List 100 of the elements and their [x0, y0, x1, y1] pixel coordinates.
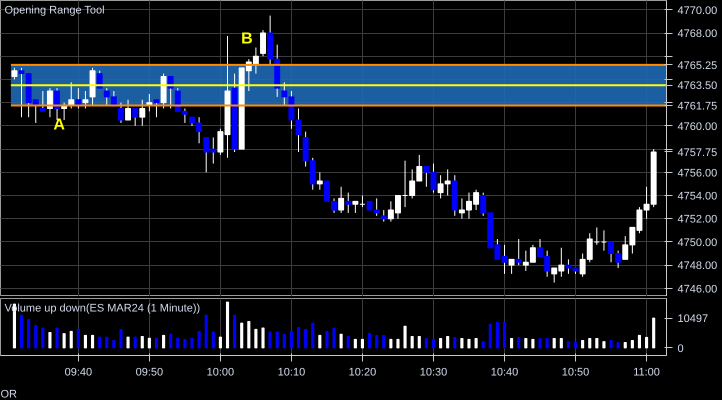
x-tick-label: 11:00	[633, 366, 660, 378]
bar	[183, 338, 186, 348]
y-tick-label: 4756.00	[678, 167, 718, 180]
bar	[602, 341, 606, 348]
x-tick-label: 10:20	[348, 366, 376, 378]
bar	[212, 331, 215, 348]
bar	[98, 336, 102, 348]
bar	[375, 334, 378, 348]
bar	[276, 331, 279, 348]
bar	[389, 338, 392, 348]
ref-line-label: 4765.25	[678, 60, 718, 72]
bar	[119, 328, 123, 348]
candlestick	[316, 172, 323, 190]
candlestick	[11, 67, 18, 80]
x-tick-label: 10:50	[562, 366, 590, 378]
bar	[296, 326, 300, 348]
bar	[332, 327, 336, 348]
annotation: B	[241, 30, 253, 48]
bar	[240, 322, 244, 348]
bar	[581, 340, 584, 348]
bar	[318, 334, 322, 348]
y-tick-label: 4752.00	[678, 214, 718, 226]
bar	[268, 331, 272, 348]
bar	[424, 338, 428, 348]
y-tick-label: 4768.00	[678, 28, 718, 40]
y-tick-label: 0	[678, 342, 684, 355]
bar	[20, 314, 24, 348]
text: OR	[0, 388, 18, 400]
bar	[311, 322, 314, 348]
candlestick	[82, 90, 88, 109]
candlestick	[125, 99, 132, 121]
bar	[382, 334, 386, 348]
y-tick-label: 4748.00	[678, 260, 718, 272]
y-tick-label: 10497	[678, 313, 708, 326]
candlestick	[594, 226, 600, 246]
bar	[482, 341, 485, 348]
bar	[630, 340, 634, 348]
bar	[360, 338, 364, 348]
bar	[524, 338, 528, 348]
bar	[566, 341, 570, 348]
bar	[126, 336, 130, 348]
bar	[204, 314, 208, 348]
bar	[90, 334, 94, 348]
bar	[624, 342, 627, 348]
bar	[55, 327, 59, 348]
bar	[460, 338, 464, 348]
y-tick-label: 4754.00	[678, 190, 718, 203]
bar	[34, 324, 38, 348]
x-tick-label: 10:30	[420, 366, 448, 378]
bar	[134, 336, 137, 348]
bar	[488, 324, 492, 348]
bar	[517, 336, 520, 348]
bar	[595, 338, 598, 348]
bar	[354, 338, 357, 348]
bar	[432, 338, 436, 348]
bar	[226, 302, 230, 348]
bar	[105, 336, 108, 348]
bar	[76, 328, 80, 348]
bar	[510, 338, 514, 348]
bar	[574, 342, 578, 348]
bar	[154, 338, 158, 348]
bar	[403, 326, 407, 348]
bar	[446, 336, 450, 348]
text: 4757.75	[678, 146, 718, 159]
bar	[169, 334, 172, 348]
bar	[418, 336, 421, 348]
bar	[162, 334, 166, 348]
bar	[41, 327, 44, 348]
bar	[290, 330, 293, 348]
x-tick-label: 10:00	[206, 366, 234, 378]
bar	[176, 338, 180, 348]
bar	[254, 328, 258, 348]
chart-title: Opening Range Tool	[4, 4, 105, 16]
bar	[546, 338, 549, 348]
bar	[609, 340, 613, 348]
bar	[453, 336, 456, 348]
bar	[218, 336, 222, 348]
candlestick	[260, 30, 266, 57]
y-tick-label: 4770.00	[678, 4, 718, 17]
y-tick-label: 4760.00	[678, 120, 718, 133]
ref-line-label: 4763.50	[678, 80, 718, 92]
bar	[140, 336, 144, 348]
bar	[560, 338, 563, 348]
bar	[531, 338, 534, 348]
bar	[148, 338, 151, 348]
bar	[304, 328, 308, 348]
bar	[652, 318, 656, 348]
x-tick-label: 09:50	[136, 366, 164, 378]
bar	[198, 330, 201, 348]
bar	[84, 334, 87, 348]
bar	[588, 338, 592, 348]
annotation: A	[53, 116, 66, 134]
candlestick	[338, 186, 344, 214]
bar	[340, 334, 343, 348]
x-tick-label: 09:40	[64, 366, 92, 378]
y-tick-label: 4750.00	[678, 236, 718, 249]
ref-line-label: 4761.75	[678, 100, 718, 113]
bar	[467, 338, 471, 348]
bar	[368, 332, 372, 348]
candlestick	[600, 230, 607, 252]
